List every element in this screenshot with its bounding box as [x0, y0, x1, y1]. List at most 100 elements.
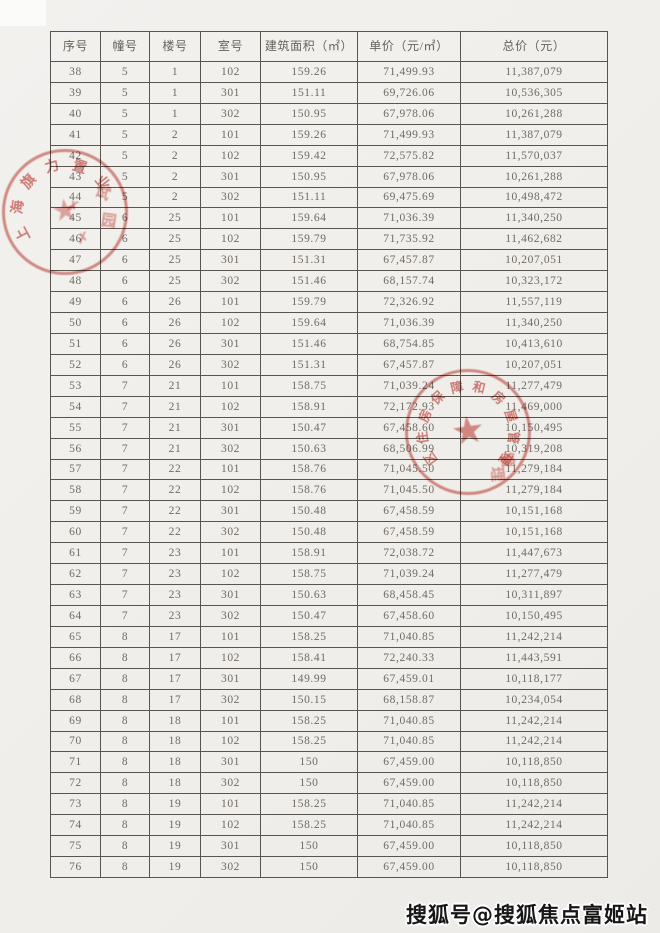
table-row: 68 8 17 302 150.15 68,158.87 10,234,054 [50, 688, 608, 711]
table-cell: 10,151,168 [460, 500, 608, 523]
column-header: 单价（元/㎡） [357, 31, 461, 62]
table-cell: 75 [50, 835, 101, 858]
table-cell: 25 [149, 207, 201, 230]
table-cell: 10,261,288 [460, 165, 608, 188]
table-row: 63 7 23 301 150.63 68,458.45 10,311,897 [50, 584, 608, 606]
table-cell: 159.79 [260, 291, 358, 314]
sohu-watermark: 搜狐号@搜狐焦点富姬站 [406, 903, 648, 927]
table-cell: 10,498,472 [460, 186, 608, 209]
table-cell: 21 [149, 374, 201, 397]
table-cell: 5 [100, 81, 150, 104]
table-row: 64 7 23 302 150.47 67,458.60 10,150,495 [50, 604, 608, 627]
table-cell: 6 [100, 207, 150, 230]
table-cell: 101 [200, 123, 261, 146]
table-cell: 301 [200, 416, 261, 439]
table-row: 71 8 18 301 150 67,459.00 10,118,850 [50, 751, 608, 774]
table-cell: 101 [200, 458, 261, 481]
table-cell: 151.31 [260, 249, 358, 272]
table-cell: 69,475.69 [357, 186, 461, 209]
table-cell: 67,459.00 [357, 856, 461, 878]
table-row: 72 8 18 302 150 67,459.00 10,118,850 [50, 772, 608, 795]
table-cell: 11,443,591 [460, 646, 608, 669]
column-header: 建筑面积（㎡） [260, 31, 358, 62]
table-cell: 19 [149, 814, 201, 837]
table-cell: 11,462,682 [460, 228, 608, 251]
table-cell: 1 [149, 102, 201, 125]
column-header: 楼号 [149, 31, 201, 62]
table-cell: 1 [149, 81, 201, 104]
table-cell: 46 [50, 228, 101, 251]
table-row: 43 5 2 301 150.95 67,978.06 10,261,288 [50, 165, 608, 188]
table-row: 41 5 2 101 159.26 71,499.93 11,387,079 [50, 123, 608, 146]
table-cell: 158.91 [260, 542, 358, 565]
table-cell: 7 [100, 458, 150, 481]
table-cell: 301 [200, 835, 261, 858]
table-cell: 11,340,250 [460, 207, 608, 230]
table-cell: 158.25 [260, 793, 358, 816]
table-cell: 5 [100, 144, 150, 167]
table-cell: 76 [50, 856, 101, 878]
table-cell: 302 [200, 102, 261, 125]
table-cell: 68,157.74 [357, 270, 461, 293]
table-cell: 57 [50, 458, 101, 481]
table-cell: 5 [100, 186, 150, 209]
table-cell: 17 [149, 667, 201, 690]
table-row: 67 8 17 301 149.99 67,459.01 10,118,177 [50, 667, 608, 690]
table-cell: 6 [100, 353, 150, 376]
table-cell: 6 [100, 332, 150, 355]
table-cell: 69 [50, 709, 101, 732]
table-cell: 26 [149, 353, 201, 376]
table-cell: 2 [149, 186, 201, 209]
table-row: 47 6 25 301 151.31 67,457.87 10,207,051 [50, 249, 608, 272]
table-row: 44 5 2 302 151.11 69,475.69 10,498,472 [50, 186, 608, 209]
table-cell: 2 [149, 123, 201, 146]
table-cell: 8 [100, 667, 150, 690]
table-cell: 8 [100, 730, 150, 753]
table-cell: 25 [149, 228, 201, 251]
table-row: 65 8 17 101 158.25 71,040.85 11,242,214 [50, 625, 608, 648]
table-row: 38 5 1 102 159.26 71,499.93 11,387,079 [50, 61, 608, 83]
table-cell: 17 [149, 688, 201, 711]
table-cell: 102 [200, 563, 261, 586]
table-cell: 102 [200, 228, 261, 251]
table-cell: 18 [149, 730, 201, 753]
table-cell: 10,118,850 [460, 772, 608, 795]
table-cell: 67,459.01 [357, 667, 461, 690]
table-cell: 67,978.06 [357, 165, 461, 188]
table-cell: 301 [200, 249, 261, 272]
table-row: 75 8 19 301 150 67,459.00 10,118,850 [50, 835, 608, 858]
table-cell: 11,279,184 [460, 479, 608, 502]
table-cell: 45 [50, 207, 101, 230]
table-cell: 49 [50, 291, 101, 314]
table-cell: 102 [200, 814, 261, 837]
table-cell: 302 [200, 353, 261, 376]
table-cell: 158.76 [260, 479, 358, 502]
table-cell: 159.64 [260, 312, 358, 334]
table-row: 70 8 18 102 158.25 71,040.85 11,242,214 [50, 730, 608, 753]
table-cell: 158.75 [260, 563, 358, 586]
table-cell: 150.47 [260, 604, 358, 627]
table-cell: 67,458.59 [357, 500, 461, 523]
seal-arc-character: 上 [13, 224, 34, 245]
table-cell: 25 [149, 270, 201, 293]
table-cell: 23 [149, 542, 201, 565]
table-cell: 302 [200, 437, 261, 460]
table-cell: 5 [100, 102, 150, 125]
table-cell: 48 [50, 270, 101, 293]
table-cell: 67,459.00 [357, 772, 461, 795]
table-cell: 26 [149, 291, 201, 314]
table-cell: 151.46 [260, 332, 358, 355]
table-cell: 7 [100, 479, 150, 502]
table-cell: 8 [100, 625, 150, 648]
table-row: 49 6 26 101 159.79 72,326.92 11,557,119 [50, 291, 608, 314]
table-cell: 71,039.24 [357, 563, 461, 586]
table-cell: 158.76 [260, 458, 358, 481]
table-cell: 21 [149, 416, 201, 439]
table-cell: 150 [260, 856, 358, 878]
table-cell: 150.63 [260, 584, 358, 606]
table-cell: 67,459.00 [357, 835, 461, 858]
table-cell: 62 [50, 563, 101, 586]
table-cell: 73 [50, 793, 101, 816]
table-cell: 22 [149, 458, 201, 481]
